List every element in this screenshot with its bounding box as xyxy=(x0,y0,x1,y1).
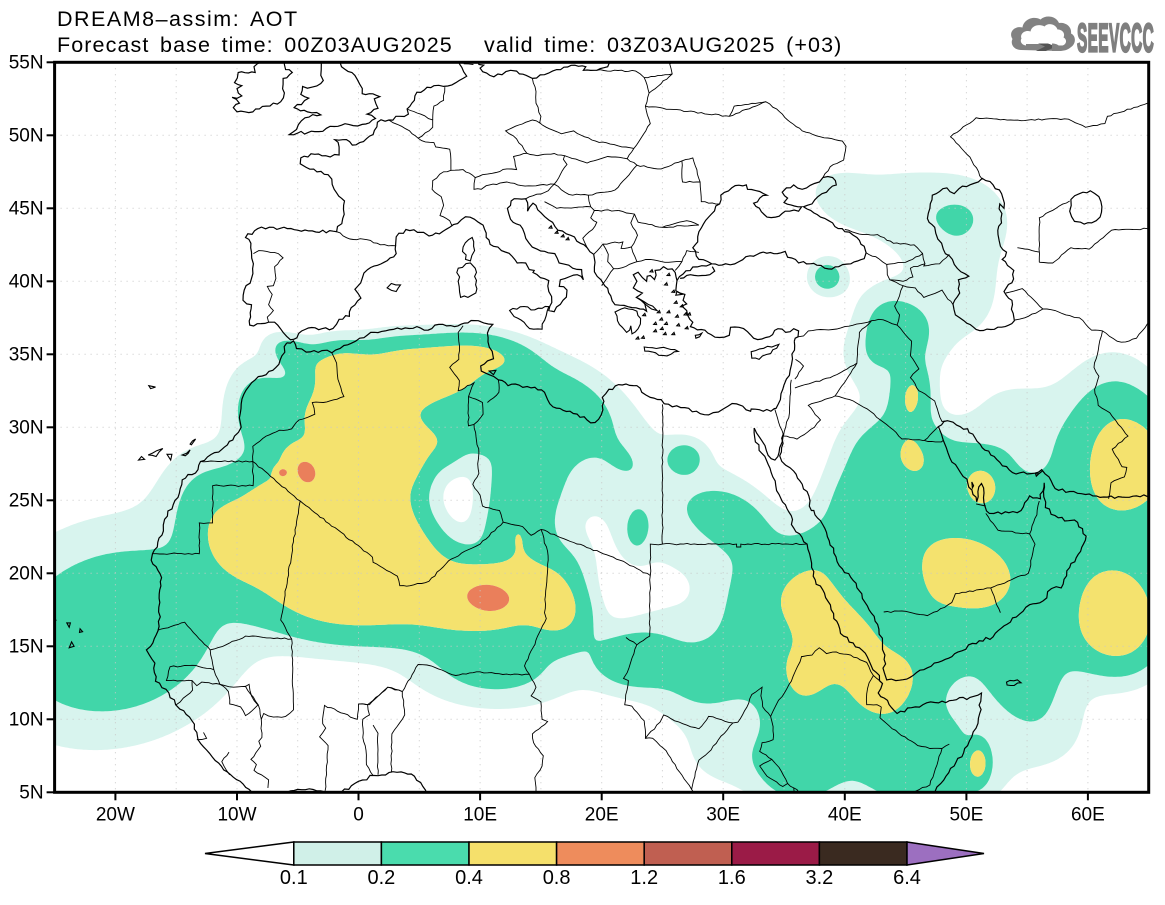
svg-text:5N: 5N xyxy=(19,782,43,803)
svg-text:25N: 25N xyxy=(9,490,44,511)
svg-text:10E: 10E xyxy=(463,804,497,825)
svg-text:1.2: 1.2 xyxy=(630,867,658,889)
svg-text:0.8: 0.8 xyxy=(543,867,571,889)
svg-text:50E: 50E xyxy=(949,804,983,825)
svg-text:valid time: 03Z03AUG2025 (+03): valid time: 03Z03AUG2025 (+03) xyxy=(484,33,842,57)
svg-text:SEEVCCC: SEEVCCC xyxy=(1077,17,1154,61)
svg-text:50N: 50N xyxy=(9,125,44,146)
svg-text:Forecast base time: 00Z03AUG20: Forecast base time: 00Z03AUG2025 xyxy=(57,33,453,57)
svg-text:45N: 45N xyxy=(9,198,44,219)
svg-text:DREAM8–assim: AOT: DREAM8–assim: AOT xyxy=(57,7,299,31)
svg-text:40N: 40N xyxy=(9,271,44,292)
svg-text:0.1: 0.1 xyxy=(280,867,308,889)
svg-text:35N: 35N xyxy=(9,344,44,365)
svg-text:0.2: 0.2 xyxy=(367,867,395,889)
svg-text:10W: 10W xyxy=(217,804,256,825)
svg-text:10N: 10N xyxy=(9,709,44,730)
svg-text:60E: 60E xyxy=(1071,804,1105,825)
svg-text:20W: 20W xyxy=(96,804,135,825)
svg-text:40E: 40E xyxy=(828,804,862,825)
svg-text:0.4: 0.4 xyxy=(455,867,483,889)
svg-text:1.6: 1.6 xyxy=(718,867,746,889)
svg-text:3.2: 3.2 xyxy=(805,867,833,889)
svg-text:20N: 20N xyxy=(9,563,44,584)
svg-text:6.4: 6.4 xyxy=(893,867,921,889)
svg-text:0: 0 xyxy=(353,804,364,825)
svg-text:30E: 30E xyxy=(706,804,740,825)
svg-text:20E: 20E xyxy=(585,804,619,825)
svg-text:15N: 15N xyxy=(9,636,44,657)
svg-text:30N: 30N xyxy=(9,417,44,438)
svg-text:55N: 55N xyxy=(9,52,44,73)
